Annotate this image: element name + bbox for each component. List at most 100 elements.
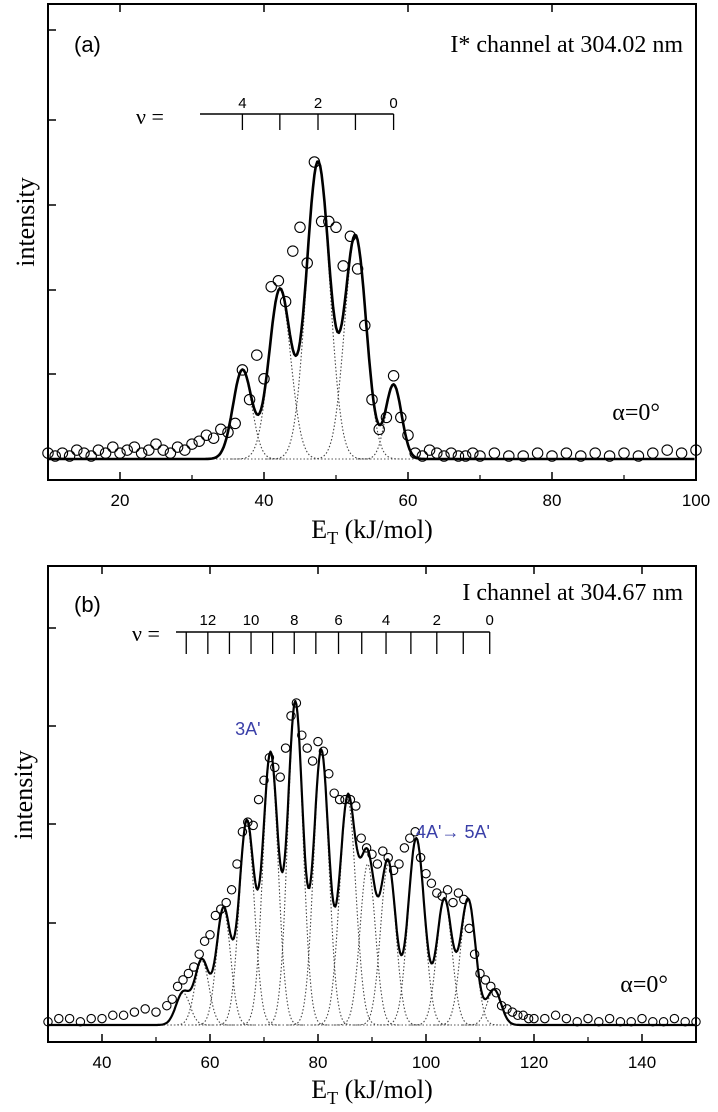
x-tick-label: 100 <box>412 1053 440 1072</box>
observed-point <box>307 756 318 766</box>
band-label: 3A' <box>235 719 260 739</box>
comb-label: 0 <box>486 612 494 629</box>
observed-point <box>669 1013 680 1024</box>
observed-point <box>661 444 673 456</box>
panel-a-vibrational-comb: 4 2 0 <box>200 95 398 130</box>
observed-point <box>54 1013 64 1024</box>
panel-a-label: (a) <box>74 32 101 57</box>
comb-label: 6 <box>334 612 342 629</box>
observed-point <box>215 423 227 436</box>
observed-point <box>258 373 270 385</box>
observed-point <box>151 1007 161 1017</box>
panel-b-observed-points <box>43 698 701 1027</box>
observed-point <box>540 1013 550 1024</box>
observed-point <box>140 1004 150 1014</box>
observed-point <box>49 450 61 462</box>
panel-a-plot-frame <box>47 3 697 481</box>
observed-point <box>604 1013 615 1024</box>
observed-point <box>243 817 253 827</box>
observed-point <box>221 897 231 908</box>
observed-point <box>71 444 83 456</box>
observed-point <box>178 975 188 985</box>
panel-a-nu-label: ν = <box>136 104 164 129</box>
observed-point <box>388 865 399 876</box>
gaussian-component-10 <box>354 863 422 1026</box>
observed-point <box>518 1010 528 1021</box>
observed-point <box>207 432 220 444</box>
observed-point <box>329 788 339 798</box>
observed-point <box>480 975 491 985</box>
observed-point <box>272 275 285 287</box>
x-tick-label: 40 <box>255 491 274 510</box>
observed-point <box>286 711 296 721</box>
observed-point <box>107 441 119 453</box>
observed-point <box>423 444 436 456</box>
observed-point <box>561 1013 572 1024</box>
gaussian-component-12 <box>410 898 478 1026</box>
x-tick-label: 60 <box>399 491 418 510</box>
comb-label: 12 <box>199 612 216 629</box>
observed-point <box>690 444 702 456</box>
observed-point <box>194 949 204 959</box>
observed-point <box>297 730 307 740</box>
panel-b: (b) I channel at 304.67 nm ν = 12 10 8 6 4 2 0… <box>9 565 701 1108</box>
observed-point <box>313 736 323 747</box>
observed-point <box>205 930 215 940</box>
observed-point <box>172 981 183 992</box>
panel-b-axis-ticks: 40 60 80 100 120 140 <box>47 566 697 1072</box>
observed-point <box>405 833 415 843</box>
observed-point <box>210 910 221 921</box>
observed-point <box>523 1013 534 1024</box>
panel-a-fit-curve <box>48 160 695 461</box>
observed-point <box>183 968 194 979</box>
panel-a-axis-ticks: 20 40 60 80 100 <box>47 4 710 510</box>
panel-b-x-axis-label: ET (kJ/mol) <box>311 1075 433 1108</box>
observed-point <box>265 280 277 293</box>
observed-point <box>426 878 437 889</box>
observed-point <box>416 450 429 462</box>
observed-point <box>378 846 388 856</box>
observed-point <box>442 885 453 895</box>
observed-point <box>128 441 141 453</box>
observed-point <box>603 450 616 462</box>
observed-point <box>253 794 264 805</box>
gaussian-component-3 <box>191 908 255 1026</box>
panel-b-nu-label: ν = <box>132 621 160 646</box>
observed-point <box>334 794 345 805</box>
observed-point <box>469 949 480 959</box>
comb-label: 4 <box>238 95 246 112</box>
observed-point <box>691 1017 701 1027</box>
observed-point <box>432 888 442 898</box>
comb-label: 8 <box>290 612 298 629</box>
observed-point <box>632 450 645 462</box>
observed-point <box>186 438 198 450</box>
comb-label: 10 <box>243 612 260 629</box>
observed-point <box>108 1010 118 1021</box>
panel-b-label: (b) <box>74 592 101 617</box>
panel-b-vibrational-comb: 12 10 8 6 4 2 0 <box>176 612 494 654</box>
observed-point <box>438 450 450 462</box>
x-tick-label: 60 <box>201 1053 220 1072</box>
observed-point <box>63 450 76 462</box>
observed-point <box>302 743 312 753</box>
observed-point <box>179 444 191 456</box>
observed-point <box>513 1010 523 1021</box>
observed-point <box>251 349 263 361</box>
x-tick-label: 80 <box>543 491 562 510</box>
gaussian-component-2 <box>170 959 234 1026</box>
observed-point <box>367 849 377 860</box>
gaussian-component-6 <box>261 701 329 1026</box>
observed-point <box>171 441 184 453</box>
observed-point <box>387 370 400 382</box>
observed-point <box>448 897 458 908</box>
observed-point <box>150 438 162 450</box>
observed-point <box>517 450 529 462</box>
observed-point <box>193 435 205 447</box>
panel-a-observed-points <box>42 156 702 462</box>
observed-point <box>637 1013 647 1024</box>
observed-point <box>143 444 155 456</box>
observed-point <box>330 221 342 234</box>
panel-b-fit-curve <box>48 699 695 1027</box>
observed-point <box>287 245 299 257</box>
